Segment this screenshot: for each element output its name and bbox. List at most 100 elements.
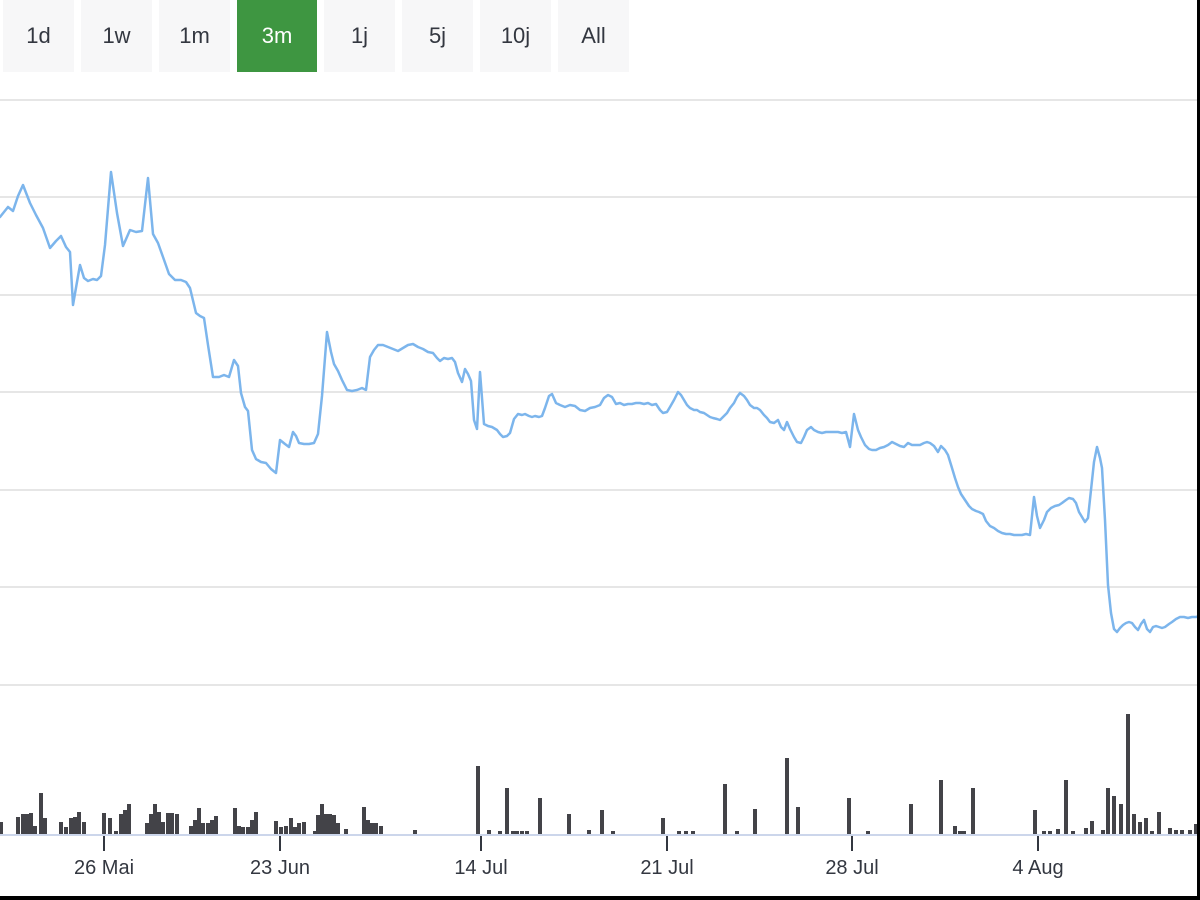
volume-bar [939, 780, 943, 834]
volume-bar [170, 813, 174, 834]
volume-bar [1084, 828, 1088, 834]
volume-bar [145, 823, 149, 834]
range-button-1w[interactable]: 1w [81, 0, 152, 72]
volume-bar [157, 812, 161, 834]
volume-bar [328, 814, 332, 834]
volume-bar [320, 804, 324, 834]
range-button-1j[interactable]: 1j [324, 0, 395, 72]
volume-bar [332, 815, 336, 834]
volume-bar [233, 808, 237, 834]
volume-bar [1112, 796, 1116, 834]
range-button-5j[interactable]: 5j [402, 0, 473, 72]
volume-bar [498, 831, 502, 834]
volume-bar [1042, 831, 1046, 834]
volume-bar [366, 820, 370, 834]
volume-bar [1048, 831, 1052, 834]
range-button-3m[interactable]: 3m [237, 0, 317, 72]
volume-bar [538, 798, 542, 834]
volume-bar [962, 831, 966, 834]
range-button-1d[interactable]: 1d [3, 0, 74, 72]
volume-bar [487, 830, 491, 834]
volume-bar [413, 830, 417, 834]
volume-bar [1033, 810, 1037, 834]
volume-bar [511, 831, 515, 834]
volume-bar [302, 822, 306, 834]
volume-bar [316, 815, 320, 834]
volume-bar [677, 831, 681, 834]
volume-bar [43, 818, 47, 834]
volume-bar [82, 822, 86, 834]
volume-bar [254, 812, 258, 834]
price-line [0, 170, 1200, 634]
volume-bar [1144, 818, 1148, 834]
volume-bar [324, 814, 328, 834]
volume-bar [1132, 814, 1136, 834]
range-button-all[interactable]: All [558, 0, 629, 72]
volume-bar [611, 831, 615, 834]
volume-bar [39, 793, 43, 834]
volume-bar [1188, 830, 1192, 834]
volume-bar [344, 829, 348, 834]
volume-bar [958, 831, 962, 834]
volume-bar [64, 827, 68, 834]
x-axis-label: 26 Mai [74, 857, 134, 879]
volume-bar [1071, 831, 1075, 834]
volume-bar [1119, 804, 1123, 834]
volume-bar [59, 822, 63, 834]
volume-bar [587, 830, 591, 834]
volume-bar [33, 826, 37, 834]
volume-bar [336, 823, 340, 834]
volume-bar [206, 823, 210, 834]
volume-bar [289, 818, 293, 834]
volume-bar [971, 788, 975, 834]
range-button-10j[interactable]: 10j [480, 0, 551, 72]
volume-bar [1150, 831, 1154, 834]
volume-bar [108, 818, 112, 834]
volume-bar [1056, 829, 1060, 834]
range-selector: 1d 1w 1m 3m 1j 5j 10j All [0, 0, 629, 72]
volume-bar [600, 810, 604, 834]
volume-bar [847, 798, 851, 834]
volume-bar [241, 827, 245, 834]
volume-bar [723, 784, 727, 834]
volume-bar [25, 814, 29, 834]
volume-bar [515, 831, 519, 834]
x-axis-label: 23 Jun [250, 857, 310, 879]
volume-bar [379, 826, 383, 834]
volume-bar [953, 826, 957, 834]
volume-bar [1180, 830, 1184, 834]
volume-bar [1101, 830, 1105, 834]
volume-bar [201, 823, 205, 834]
volume-bar [197, 808, 201, 834]
volume-bar [284, 826, 288, 834]
volume-bar [119, 814, 123, 834]
volume-bar [189, 826, 193, 834]
volume-bar [73, 817, 77, 834]
volume-bar [166, 813, 170, 834]
volume-bar [1168, 828, 1172, 834]
volume-bar [114, 831, 118, 834]
volume-bar [866, 831, 870, 834]
volume-bar [684, 831, 688, 834]
volume-bar [785, 758, 789, 834]
volume-bar [661, 818, 665, 834]
window-right-border [1197, 0, 1200, 900]
volume-bar [362, 807, 366, 834]
volume-bar [735, 831, 739, 834]
volume-bar [313, 831, 317, 834]
volume-bar [237, 826, 241, 834]
volume-bar [153, 804, 157, 834]
x-axis-label: 21 Jul [640, 857, 693, 879]
volume-bar [1064, 780, 1068, 834]
volume-bar [374, 823, 378, 834]
volume-bar [297, 823, 301, 834]
range-button-1m[interactable]: 1m [159, 0, 230, 72]
volume-bar [77, 812, 81, 834]
volume-bar [1126, 714, 1130, 834]
volume-bar [149, 814, 153, 834]
volume-bar [1090, 821, 1094, 834]
volume-bar [520, 831, 524, 834]
volume-bar [0, 822, 3, 834]
